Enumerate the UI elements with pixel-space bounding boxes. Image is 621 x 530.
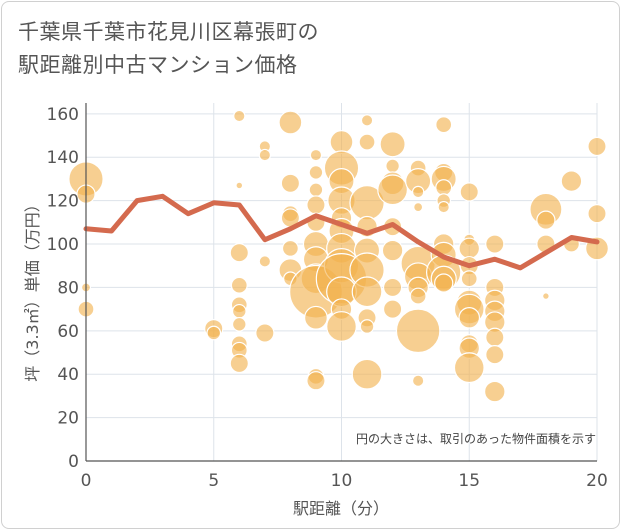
bubble-52 — [358, 133, 376, 151]
x-tick-label-4: 20 — [586, 471, 608, 491]
bubble-115 — [587, 136, 607, 157]
bubble-28 — [308, 165, 324, 180]
bubble-90 — [459, 182, 479, 202]
bubble-82 — [435, 179, 453, 197]
chart-title: 千葉県千葉市花見川区幕張町の 駅距離別中古マンション価格 — [18, 16, 319, 82]
bubble-89 — [434, 273, 454, 293]
bubble-110 — [536, 210, 556, 230]
bubble-30 — [306, 195, 326, 215]
x-tick-label-3: 15 — [458, 471, 480, 491]
bubble-59 — [359, 319, 375, 334]
bubble-50 — [326, 311, 357, 342]
bubble-101 — [485, 234, 505, 254]
bubble-77 — [395, 308, 441, 354]
bubble-116 — [587, 204, 607, 224]
bubble-84 — [437, 200, 450, 214]
bubble-107 — [485, 345, 505, 365]
bubble-60 — [351, 358, 383, 390]
bubble-62 — [385, 158, 400, 174]
bubble-57 — [351, 276, 383, 308]
bubble-108 — [483, 380, 506, 403]
bubble-15 — [235, 181, 244, 190]
bubble-5 — [206, 325, 222, 341]
y-tick-label-5: 100 — [47, 235, 79, 255]
bubble-61 — [379, 131, 406, 158]
bubble-112 — [542, 292, 550, 301]
bubble-7 — [229, 243, 249, 263]
bubble-17 — [258, 148, 272, 162]
average-price-line — [83, 193, 600, 271]
bubble-97 — [458, 306, 481, 329]
bubble-29 — [308, 182, 324, 198]
bubble-94 — [460, 270, 478, 288]
bubble-66 — [381, 239, 404, 262]
chart-title-line1: 千葉県千葉市花見川区幕張町の — [18, 20, 319, 44]
bubble-92 — [458, 237, 481, 260]
x-tick-label-0: 0 — [81, 471, 92, 491]
bubble-64 — [377, 174, 409, 206]
bubble-size-note: 円の大きさは、取引のあった物件面積を示す — [356, 431, 596, 446]
chart-title-line2: 駅距離別中古マンション価格 — [18, 53, 298, 77]
bubble-19 — [255, 323, 275, 343]
bubble-51 — [360, 114, 374, 127]
bubble-20 — [278, 110, 303, 135]
bubble-layer — [68, 109, 609, 403]
bubble-38 — [306, 371, 326, 391]
bubble-6 — [233, 109, 246, 123]
bubble-14 — [229, 353, 249, 374]
y-tick-label-3: 60 — [57, 322, 79, 342]
bubble-100 — [453, 352, 485, 384]
bubble-18 — [258, 255, 272, 268]
y-axis-title: 坪（3.3㎡）単価（万円） — [23, 196, 42, 381]
bubble-79 — [435, 116, 453, 134]
bubble-36 — [304, 305, 328, 330]
bubble-76 — [409, 287, 427, 305]
y-tick-label-6: 120 — [47, 192, 79, 212]
x-tick-label-2: 10 — [331, 471, 353, 491]
x-tick-label-1: 5 — [208, 471, 219, 491]
bubble-10 — [231, 303, 247, 319]
bubble-8 — [230, 276, 248, 294]
bubble-27 — [309, 148, 323, 162]
bubble-21 — [280, 173, 301, 193]
y-tick-label-0: 0 — [68, 452, 79, 472]
bubble-11 — [231, 316, 247, 332]
x-axis-title: 駅距離（分） — [293, 499, 389, 518]
bubble-113 — [560, 170, 583, 192]
bubble-39 — [329, 130, 354, 155]
bubble-71 — [411, 185, 425, 199]
bubble-67 — [382, 277, 403, 298]
y-tick-label-4: 80 — [57, 278, 79, 298]
axes: 0 20 40 60 80 100 120 140 160 0 5 10 15 20 — [47, 103, 608, 491]
y-tick-label-7: 140 — [47, 148, 79, 168]
y-tick-label-1: 20 — [57, 409, 79, 429]
bubble-24 — [281, 239, 299, 257]
bubble-78 — [411, 374, 425, 387]
bubble-106 — [485, 327, 505, 347]
bubble-72 — [413, 202, 424, 213]
y-tick-label-8: 160 — [47, 105, 79, 125]
y-tick-label-2: 40 — [57, 365, 79, 385]
bubble-68 — [382, 299, 403, 319]
